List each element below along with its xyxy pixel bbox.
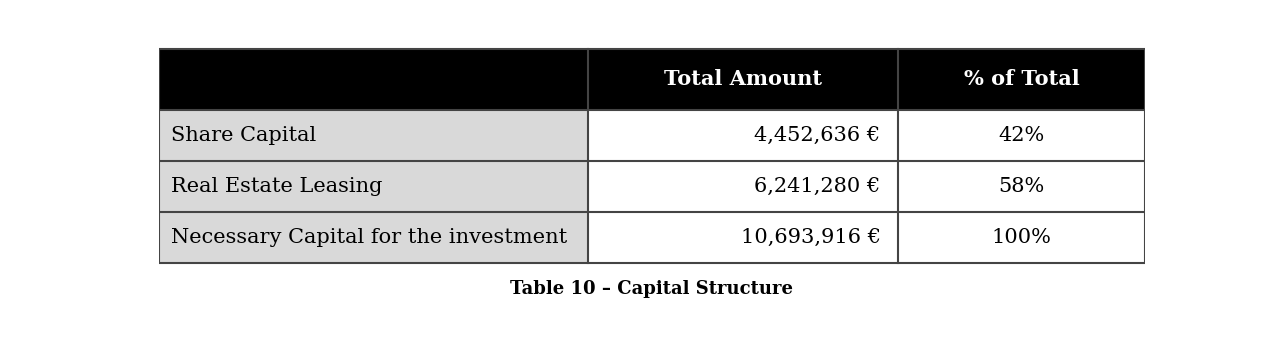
Bar [159, 48, 588, 109]
Bar [898, 161, 1145, 212]
Text: 42%: 42% [999, 125, 1044, 144]
Text: 58%: 58% [999, 177, 1044, 196]
Bar [588, 212, 898, 262]
Bar [159, 109, 588, 161]
Bar [159, 48, 1145, 263]
Bar [898, 212, 1145, 262]
Bar [588, 48, 898, 109]
Text: 10,693,916 €: 10,693,916 € [740, 227, 880, 246]
Bar [588, 109, 898, 161]
Text: % of Total: % of Total [964, 69, 1080, 89]
Text: 100%: 100% [992, 227, 1052, 246]
Text: Total Amount: Total Amount [664, 69, 822, 89]
Bar [588, 161, 898, 212]
Text: Share Capital: Share Capital [170, 125, 315, 144]
Text: 4,452,636 €: 4,452,636 € [754, 125, 880, 144]
Text: Necessary Capital for the investment: Necessary Capital for the investment [170, 227, 567, 246]
Bar [159, 212, 588, 262]
Bar [898, 109, 1145, 161]
Text: 6,241,280 €: 6,241,280 € [754, 177, 880, 196]
Text: Table 10 – Capital Structure: Table 10 – Capital Structure [510, 280, 794, 298]
Bar [898, 48, 1145, 109]
Bar [159, 161, 588, 212]
Text: Real Estate Leasing: Real Estate Leasing [170, 177, 382, 196]
